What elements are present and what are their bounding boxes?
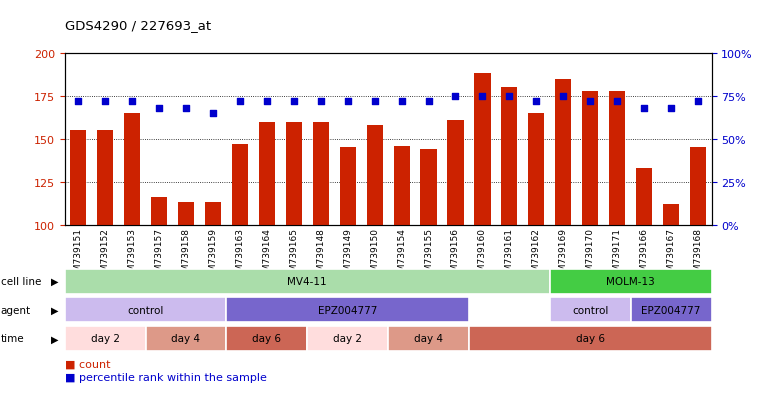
Bar — [690, 148, 706, 225]
Bar — [313, 122, 329, 225]
Bar — [393, 146, 409, 225]
Bar — [65, 326, 145, 351]
Bar — [232, 145, 248, 225]
Point — [288, 98, 300, 105]
Bar — [307, 326, 388, 351]
Point — [207, 110, 219, 117]
Point — [261, 98, 273, 105]
Text: control: control — [127, 305, 164, 315]
Bar — [388, 326, 469, 351]
Bar — [528, 114, 544, 225]
Bar — [556, 79, 572, 225]
Text: agent: agent — [1, 305, 31, 315]
Bar — [97, 131, 113, 225]
Bar — [145, 326, 227, 351]
Bar — [227, 297, 469, 323]
Point — [665, 105, 677, 112]
Text: EPZ004777: EPZ004777 — [642, 305, 701, 315]
Point — [72, 98, 84, 105]
Text: day 4: day 4 — [414, 333, 443, 344]
Bar — [609, 91, 626, 225]
Text: day 2: day 2 — [333, 333, 362, 344]
Point — [314, 98, 326, 105]
Bar — [124, 114, 140, 225]
Bar — [227, 326, 307, 351]
Text: EPZ004777: EPZ004777 — [318, 305, 377, 315]
Bar — [550, 297, 631, 323]
Point — [234, 98, 246, 105]
Point — [638, 105, 650, 112]
Point — [557, 93, 569, 100]
Point — [368, 98, 380, 105]
Text: ■ percentile rank within the sample: ■ percentile rank within the sample — [65, 372, 266, 382]
Bar — [474, 74, 491, 225]
Point — [126, 98, 139, 105]
Bar — [367, 126, 383, 225]
Bar — [205, 203, 221, 225]
Text: ▶: ▶ — [51, 276, 59, 287]
Bar — [70, 131, 86, 225]
Text: time: time — [1, 333, 24, 344]
Point — [422, 98, 435, 105]
Bar — [663, 204, 679, 225]
Bar — [65, 297, 227, 323]
Text: control: control — [572, 305, 609, 315]
Bar — [285, 122, 302, 225]
Point — [584, 98, 597, 105]
Text: day 6: day 6 — [576, 333, 605, 344]
Point — [396, 98, 408, 105]
Point — [476, 93, 489, 100]
Bar — [582, 91, 598, 225]
Point — [99, 98, 111, 105]
Point — [180, 105, 192, 112]
Bar — [339, 148, 356, 225]
Point — [611, 98, 623, 105]
Text: day 6: day 6 — [253, 333, 282, 344]
Bar — [421, 150, 437, 225]
Bar — [501, 88, 517, 225]
Point — [692, 98, 704, 105]
Bar — [178, 203, 194, 225]
Text: cell line: cell line — [1, 276, 41, 287]
Text: GDS4290 / 227693_at: GDS4290 / 227693_at — [65, 19, 211, 31]
Text: ▶: ▶ — [51, 333, 59, 344]
Bar — [550, 269, 712, 294]
Bar — [447, 121, 463, 225]
Text: MV4-11: MV4-11 — [288, 276, 327, 287]
Text: MOLM-13: MOLM-13 — [607, 276, 655, 287]
Text: day 4: day 4 — [171, 333, 200, 344]
Point — [530, 98, 543, 105]
Bar — [469, 326, 712, 351]
Text: ▶: ▶ — [51, 305, 59, 315]
Point — [503, 93, 515, 100]
Point — [153, 105, 165, 112]
Text: day 2: day 2 — [91, 333, 119, 344]
Bar — [631, 297, 712, 323]
Text: ■ count: ■ count — [65, 359, 110, 369]
Bar — [259, 122, 275, 225]
Point — [342, 98, 354, 105]
Bar — [65, 269, 550, 294]
Bar — [636, 169, 652, 225]
Bar — [151, 198, 167, 225]
Point — [450, 93, 462, 100]
